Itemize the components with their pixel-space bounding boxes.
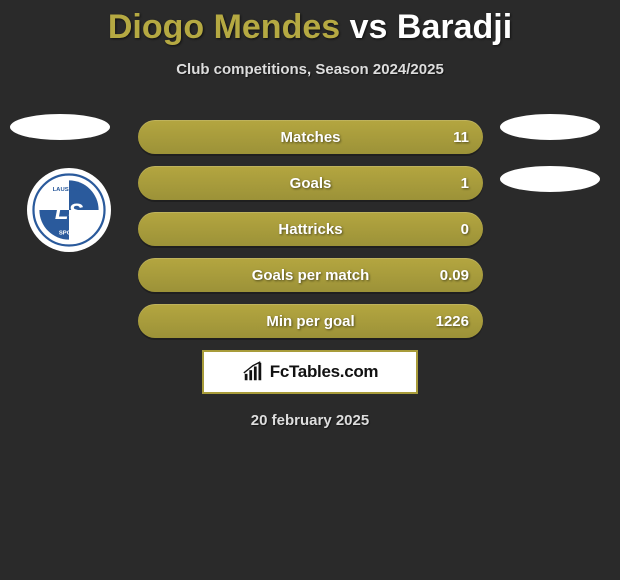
player1-avatar-placeholder	[10, 114, 110, 140]
brand-text: FcTables.com	[270, 362, 379, 382]
stat-value: 0	[461, 221, 469, 238]
club-badge: LAUSANNE SPORT LS	[27, 168, 111, 252]
lausanne-sport-badge-icon: LAUSANNE SPORT LS	[32, 173, 106, 247]
stat-label: Min per goal	[266, 313, 354, 330]
stat-label: Hattricks	[278, 221, 342, 238]
stat-value: 0.09	[440, 267, 469, 284]
stat-row-min-per-goal: Min per goal 1226	[138, 304, 483, 338]
svg-text:LAUSANNE: LAUSANNE	[53, 187, 86, 193]
stat-row-matches: Matches 11	[138, 120, 483, 154]
brand-link[interactable]: FcTables.com	[202, 350, 418, 394]
player2-name: Baradji	[397, 8, 512, 46]
svg-text:LS: LS	[55, 199, 84, 224]
stat-row-goals-per-match: Goals per match 0.09	[138, 258, 483, 292]
stats-rows: Matches 11 Goals 1 Hattricks 0 Goals per…	[138, 120, 483, 338]
player2-avatar-placeholder-2	[500, 166, 600, 192]
stat-label: Goals per match	[252, 267, 370, 284]
stat-value: 1226	[436, 313, 469, 330]
stat-value: 11	[453, 129, 469, 146]
subtitle: Club competitions, Season 2024/2025	[0, 61, 620, 78]
player2-avatar-placeholder-1	[500, 114, 600, 140]
stats-container: LAUSANNE SPORT LS Matches 11 Goals 1 Hat…	[0, 120, 620, 338]
vs-text: vs	[350, 8, 388, 46]
stat-label: Goals	[290, 175, 332, 192]
player1-name: Diogo Mendes	[108, 8, 340, 46]
bar-chart-icon	[242, 361, 264, 383]
date-text: 20 february 2025	[0, 412, 620, 429]
stat-label: Matches	[280, 129, 340, 146]
stat-row-hattricks: Hattricks 0	[138, 212, 483, 246]
stat-row-goals: Goals 1	[138, 166, 483, 200]
stat-value: 1	[461, 175, 469, 192]
svg-text:SPORT: SPORT	[59, 230, 80, 236]
page-title: Diogo Mendes vs Baradji	[0, 0, 620, 47]
